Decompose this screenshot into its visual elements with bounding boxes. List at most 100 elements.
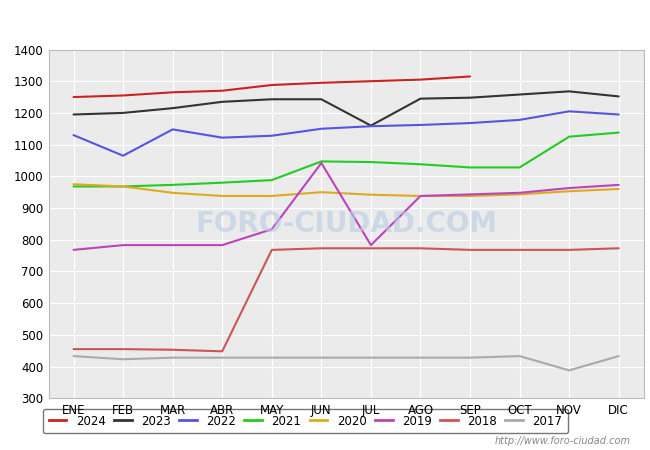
2021 [367, 159, 375, 165]
2023 [515, 92, 523, 97]
2020 [367, 192, 375, 198]
2017 [367, 355, 375, 360]
2019 [169, 243, 177, 248]
2018 [515, 247, 523, 252]
2022 [466, 120, 474, 126]
Line: 2018: 2018 [73, 248, 619, 351]
2021 [119, 184, 127, 189]
2022 [317, 126, 325, 131]
2023 [317, 97, 325, 102]
2019 [566, 185, 573, 191]
2019 [367, 243, 375, 248]
2021 [615, 130, 623, 135]
Line: 2024: 2024 [73, 76, 470, 97]
2021 [566, 134, 573, 140]
2021 [70, 184, 77, 189]
2022 [70, 132, 77, 138]
2017 [70, 353, 77, 359]
2019 [317, 160, 325, 166]
2022 [566, 108, 573, 114]
2019 [119, 243, 127, 248]
Text: FORO-CIUDAD.COM: FORO-CIUDAD.COM [195, 210, 497, 238]
Line: 2019: 2019 [73, 163, 619, 250]
2020 [515, 192, 523, 197]
2017 [268, 355, 276, 360]
2020 [268, 194, 276, 199]
2024 [317, 80, 325, 86]
Line: 2020: 2020 [73, 184, 619, 196]
2022 [218, 135, 226, 140]
2018 [169, 347, 177, 352]
2020 [615, 186, 623, 192]
2017 [169, 355, 177, 360]
2022 [169, 127, 177, 132]
2019 [70, 247, 77, 252]
2021 [268, 177, 276, 183]
2017 [218, 355, 226, 360]
2023 [268, 97, 276, 102]
2018 [466, 247, 474, 252]
2018 [367, 246, 375, 251]
2023 [367, 123, 375, 128]
2024 [70, 94, 77, 100]
2019 [466, 192, 474, 197]
2017 [417, 355, 424, 360]
2024 [268, 82, 276, 88]
2020 [566, 189, 573, 194]
2022 [119, 153, 127, 158]
2024 [169, 90, 177, 95]
2021 [466, 165, 474, 170]
2023 [566, 89, 573, 94]
2022 [268, 133, 276, 139]
2018 [615, 246, 623, 251]
2024 [119, 93, 127, 98]
Text: http://www.foro-ciudad.com: http://www.foro-ciudad.com [495, 436, 630, 446]
2020 [169, 190, 177, 195]
2019 [268, 226, 276, 232]
2023 [466, 95, 474, 100]
2023 [169, 105, 177, 111]
2020 [70, 181, 77, 187]
2023 [119, 110, 127, 116]
Line: 2021: 2021 [73, 133, 619, 186]
2020 [119, 184, 127, 189]
2018 [70, 346, 77, 352]
2018 [218, 349, 226, 354]
2022 [367, 124, 375, 129]
2023 [70, 112, 77, 117]
2019 [515, 190, 523, 195]
2018 [417, 246, 424, 251]
2017 [119, 356, 127, 362]
2022 [615, 112, 623, 117]
Text: Afiliados en Soto de la Vega a 30/9/2024: Afiliados en Soto de la Vega a 30/9/2024 [157, 14, 493, 33]
2021 [515, 165, 523, 170]
2020 [466, 194, 474, 199]
2024 [367, 78, 375, 84]
2024 [466, 74, 474, 79]
2017 [466, 355, 474, 360]
2020 [317, 189, 325, 195]
2021 [317, 159, 325, 164]
2023 [615, 94, 623, 99]
Line: 2017: 2017 [73, 356, 619, 370]
2017 [515, 353, 523, 359]
2018 [268, 247, 276, 252]
2017 [566, 368, 573, 373]
2024 [218, 88, 226, 94]
2019 [218, 243, 226, 248]
2019 [615, 182, 623, 188]
2023 [218, 99, 226, 104]
2021 [417, 162, 424, 167]
Line: 2023: 2023 [73, 91, 619, 126]
2023 [417, 96, 424, 101]
2022 [515, 117, 523, 122]
Line: 2022: 2022 [73, 111, 619, 156]
2020 [218, 194, 226, 199]
2018 [317, 246, 325, 251]
2024 [417, 77, 424, 82]
Legend: 2024, 2023, 2022, 2021, 2020, 2019, 2018, 2017: 2024, 2023, 2022, 2021, 2020, 2019, 2018… [43, 409, 568, 433]
2020 [417, 194, 424, 199]
2022 [417, 122, 424, 128]
2018 [119, 346, 127, 352]
2017 [317, 355, 325, 360]
